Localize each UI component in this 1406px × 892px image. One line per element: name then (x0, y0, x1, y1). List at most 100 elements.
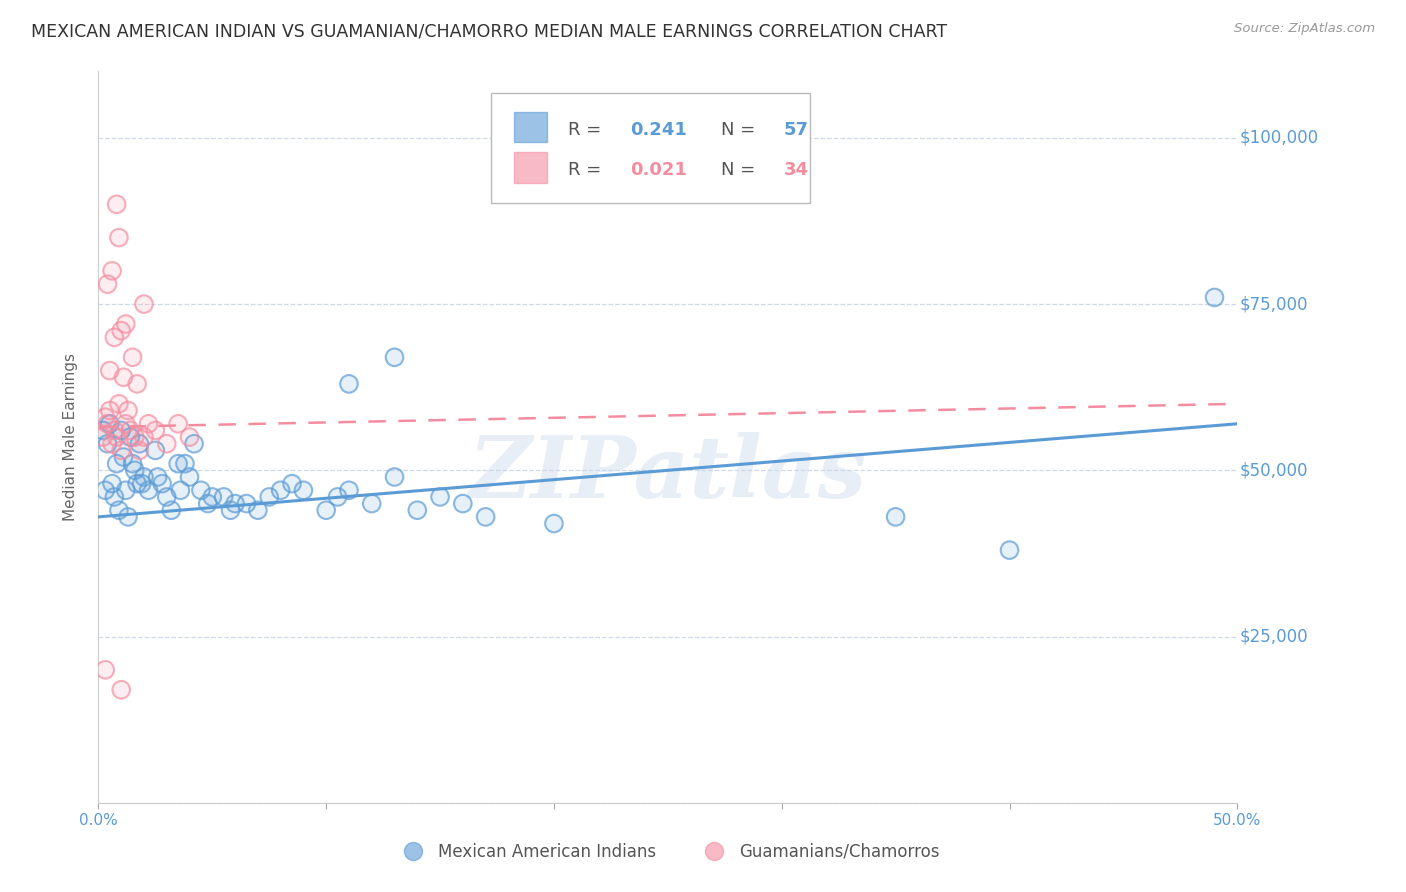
Point (101, 436, 124, 450)
Text: R =: R = (568, 161, 606, 179)
Point (101, 436, 124, 450)
Point (96, 417, 118, 431)
Point (110, 682, 132, 697)
Point (169, 483, 191, 498)
FancyBboxPatch shape (515, 112, 547, 143)
Point (360, 497, 382, 511)
FancyBboxPatch shape (515, 153, 547, 183)
Point (103, 330, 125, 344)
Point (219, 503, 242, 517)
Point (281, 476, 304, 491)
Point (201, 490, 224, 504)
Point (429, 490, 451, 504)
Point (96, 417, 118, 431)
Point (114, 417, 136, 431)
Point (132, 297, 155, 311)
Point (124, 463, 146, 477)
Point (156, 490, 179, 504)
Point (145, 424, 167, 438)
Point (124, 430, 146, 444)
Point (156, 436, 179, 450)
Point (190, 483, 212, 498)
Point (127, 376, 149, 391)
Point (105, 430, 128, 444)
Point (120, 430, 142, 444)
Point (543, 516, 565, 531)
Point (337, 483, 360, 498)
Point (103, 424, 125, 438)
Point (108, 397, 131, 411)
Point (131, 476, 153, 491)
Point (183, 436, 205, 450)
Point (156, 490, 179, 504)
Point (543, 516, 565, 531)
Point (1204, 290, 1226, 304)
Point (259, 490, 281, 504)
Point (212, 490, 235, 504)
Point (117, 509, 139, 524)
Point (110, 682, 132, 697)
Point (103, 330, 125, 344)
Point (127, 476, 149, 491)
Point (167, 417, 190, 431)
Point (235, 497, 257, 511)
Point (259, 490, 281, 504)
Point (384, 351, 406, 365)
Text: 57: 57 (785, 121, 808, 139)
Text: 0.021: 0.021 (630, 161, 688, 179)
Point (105, 430, 128, 444)
Point (406, 503, 429, 517)
Point (197, 497, 219, 511)
Point (219, 503, 242, 517)
Point (98, 403, 121, 417)
Point (120, 424, 142, 438)
Point (101, 264, 124, 278)
Text: ZIPatlas: ZIPatlas (468, 432, 868, 516)
Point (110, 443, 132, 458)
Point (384, 470, 406, 484)
Point (138, 417, 160, 431)
Point (112, 450, 135, 464)
Point (96, 277, 118, 292)
Point (384, 470, 406, 484)
Point (146, 470, 169, 484)
Text: N =: N = (721, 121, 762, 139)
Point (105, 197, 128, 211)
Point (121, 457, 143, 471)
Point (117, 403, 139, 417)
Point (160, 503, 183, 517)
Point (179, 470, 201, 484)
Point (292, 483, 315, 498)
Point (128, 443, 150, 458)
Point (167, 417, 190, 431)
Point (105, 457, 128, 471)
Point (91, 424, 114, 438)
Point (474, 509, 496, 524)
Point (114, 317, 136, 331)
Point (179, 430, 201, 444)
Point (145, 424, 167, 438)
Point (132, 430, 155, 444)
Point (156, 436, 179, 450)
Point (127, 476, 149, 491)
Text: $50,000: $50,000 (1240, 461, 1308, 479)
Point (224, 497, 246, 511)
Point (112, 450, 135, 464)
Point (337, 376, 360, 391)
Point (101, 476, 124, 491)
Point (127, 376, 149, 391)
Point (110, 324, 132, 338)
Point (114, 417, 136, 431)
Point (114, 317, 136, 331)
Text: $100,000: $100,000 (1240, 128, 1319, 147)
Point (292, 483, 315, 498)
Point (429, 490, 451, 504)
Point (132, 430, 155, 444)
Point (110, 424, 132, 438)
Point (246, 503, 269, 517)
Point (108, 397, 131, 411)
Point (406, 503, 429, 517)
Point (94, 483, 117, 498)
Point (212, 490, 235, 504)
Point (114, 483, 136, 498)
